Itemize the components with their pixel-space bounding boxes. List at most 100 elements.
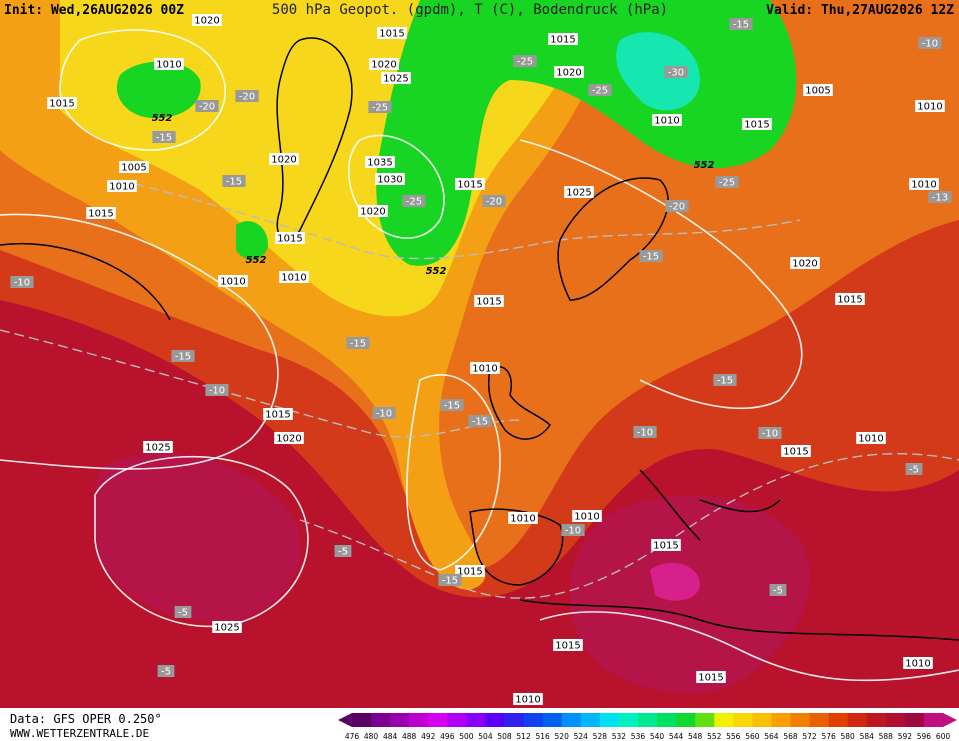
temperature-label-box [905,463,923,475]
isobar-label-box [86,207,116,219]
isobar-label: 1010 [510,514,535,525]
coast-britain [487,366,551,440]
isobar-label: 1025 [383,74,408,85]
temperature-label-box [372,407,396,419]
colorbar-swatch [676,713,696,727]
isobar-label: 1015 [457,567,482,578]
isobar-label-box [651,539,681,551]
temperature-label: -5 [909,465,919,476]
isobar-label-box [513,693,543,705]
colorbar-swatch [733,713,753,727]
temperature-label: -25 [372,103,388,114]
colorbar-label: 520 [555,732,570,741]
isobar-label-box [742,118,772,130]
temperature-label-box [468,415,492,427]
temperature-label: -25 [517,57,533,68]
temperature-label-box [10,276,34,288]
colorbar-swatch [828,713,849,727]
colorbar-swatch [409,713,429,727]
colorbar-label: 484 [383,732,398,741]
colorbar-label: 556 [726,732,741,741]
isotherm [0,329,521,438]
isobar-label: 1015 [744,120,769,131]
isobar-label-box [275,232,305,244]
isobar-label: 1015 [476,297,501,308]
colorbar-label: 552 [707,732,722,741]
height-label: 552 [694,160,715,171]
temperature-label-box [346,337,370,349]
isobar-label: 1015 [379,29,404,40]
temperature-label: -20 [486,197,502,208]
temperature-label-box [664,66,688,78]
field-magenta-west [92,453,301,622]
isobar-label-box [554,66,584,78]
temperature-label-box [639,250,663,262]
isobar-label-box [269,153,299,165]
colorbar-swatch [809,713,830,727]
temperature-label-box [402,195,426,207]
temperature-label: -30 [668,68,684,79]
colorbar-label: 584 [860,732,875,741]
field-cyan [616,32,700,111]
isobar-label: 1010 [515,695,540,706]
colorbar-swatch [390,713,410,727]
map-field [0,0,959,708]
colorbar-label: 508 [497,732,512,741]
colorbar-swatch [542,713,563,727]
temperature-label: -15 [472,417,488,428]
isobar-label: 1020 [556,68,581,79]
temperature-label-box [715,176,739,188]
colorbar-label: 564 [764,732,779,741]
isobar-label: 1015 [783,447,808,458]
temperature-label-box [758,427,782,439]
temperature-label: -10 [376,409,392,420]
temperature-label: -15 [444,401,460,412]
colorbar-swatch [885,713,906,727]
temperature-label-box [665,200,689,212]
temperature-label-box [729,18,753,30]
isobar-label-box [781,445,811,457]
isobar-label-box [365,156,395,168]
isobar-label-box [696,671,726,683]
temperature-label-box [157,665,175,677]
isobar-label-box [508,512,538,524]
isobar [539,611,959,682]
colorbar-swatch [847,713,868,727]
temperature-label-box [713,374,737,386]
temperature-label-box [205,384,229,396]
isobar-label: 1015 [265,410,290,421]
temperature-label: -15 [643,252,659,263]
isobar-label-box [652,114,682,126]
temperature-label-box [513,55,537,67]
temperature-label-box [152,131,176,143]
map-title: 500 hPa Geopot. (gpdm), T (C), Bodendruc… [272,2,668,18]
temperature-label: -10 [762,429,778,440]
isobar-label-box [903,657,933,669]
colorbar-label: 576 [821,732,836,741]
isobar-label: 1025 [214,623,239,634]
isobar-label-box [470,362,500,374]
field-magenta-core [650,562,700,601]
colorbar-swatch [618,713,639,727]
colorbar-swatch [657,713,677,727]
colorbar-label: 512 [516,732,531,741]
isobar-label: 1020 [271,155,296,166]
temperature-label: -10 [922,39,938,50]
isobar-label-box [274,432,304,444]
temperature-label-box [195,100,219,112]
isobar-label: 1010 [917,102,942,113]
isobar-label-box [369,58,399,70]
colorbar-label: 560 [745,732,760,741]
isotherm [119,179,801,260]
isobar-label: 1015 [49,99,74,110]
temperature-label-box [368,101,392,113]
coastlines [0,37,959,641]
isobar [94,455,309,628]
isobar [519,139,803,410]
isobar-label: 1010 [109,182,134,193]
isobar-label: 1010 [472,364,497,375]
isobar-label-box [572,510,602,522]
colorbar-swatch [447,713,467,727]
temperature-label-box [438,574,462,586]
